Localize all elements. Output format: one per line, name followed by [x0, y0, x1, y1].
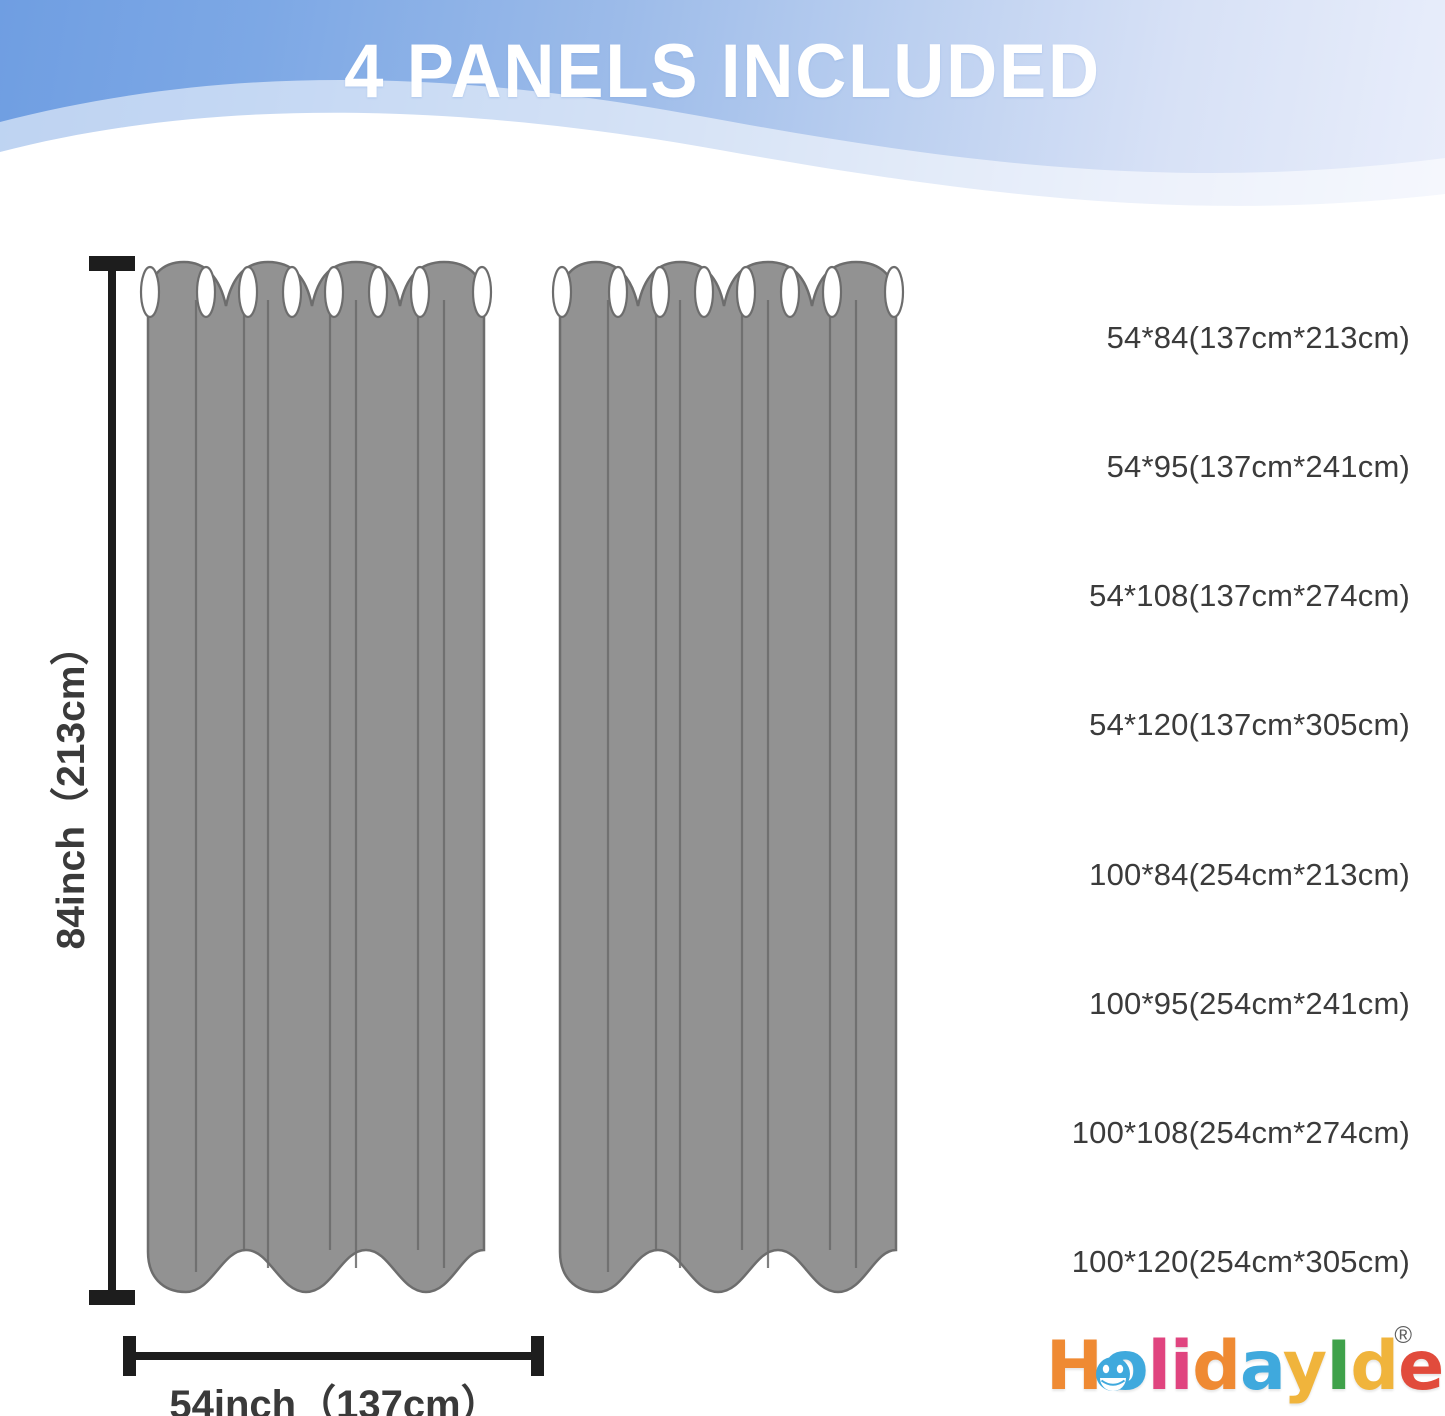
brand-logo-letter: e — [1397, 1326, 1445, 1408]
spacer — [960, 1013, 1410, 1115]
size-options-list: 54*84(137cm*213cm) 54*95(137cm*241cm) 54… — [960, 320, 1410, 1279]
spacer — [960, 605, 1410, 707]
spacer — [960, 884, 1410, 986]
size-option: 54*95(137cm*241cm) — [1106, 449, 1410, 484]
size-option: 54*120(137cm*305cm) — [1089, 707, 1410, 742]
size-option: 100*95(254cm*241cm) — [1089, 986, 1410, 1021]
width-dimension-line — [125, 1352, 542, 1360]
spacer — [960, 347, 1410, 449]
brand-logo-wordmark: HolidayIdeas — [1045, 1326, 1445, 1408]
size-option: 100*108(254cm*274cm) — [1071, 1115, 1410, 1150]
height-dimension-label: 84inch（213cm） — [50, 626, 93, 950]
size-option: 100*120(254cm*305cm) — [1071, 1244, 1410, 1279]
spacer — [960, 734, 1410, 857]
brand-logo-letter: I — [1325, 1326, 1353, 1408]
brand-logo-letter: d — [1349, 1326, 1401, 1408]
brand-logo-letter: H — [1045, 1326, 1105, 1408]
registered-trademark-symbol: ® — [1394, 1322, 1412, 1349]
width-dimension-cap-left — [123, 1336, 136, 1376]
height-dimension-cap-top — [89, 256, 135, 271]
size-option: 54*108(137cm*274cm) — [1089, 578, 1410, 613]
brand-logo-letter: i — [1168, 1326, 1194, 1408]
brand-logo-letter: a — [1442, 1326, 1445, 1408]
spacer — [960, 1142, 1410, 1244]
curtain-panel-left — [139, 260, 493, 1294]
header-wave-decoration — [0, 79, 1445, 222]
size-option: 54*84(137cm*213cm) — [1106, 320, 1410, 355]
header-banner: 4 PANELS INCLUDED — [0, 0, 1445, 222]
height-dimension-line — [108, 258, 116, 1304]
height-dimension-cap-bottom — [89, 1290, 135, 1305]
brand-logo: HolidayIdeas ® — [1045, 1322, 1445, 1408]
brand-logo-letter: d — [1191, 1326, 1243, 1408]
width-dimension-cap-right — [531, 1336, 544, 1376]
brand-logo-letter: l — [1146, 1326, 1172, 1408]
width-dimension-label: 54inch（137cm） — [169, 1383, 501, 1416]
size-option: 100*84(254cm*213cm) — [1089, 857, 1410, 892]
brand-logo-letter: y — [1281, 1326, 1328, 1408]
brand-logo-letter: o — [1100, 1326, 1150, 1408]
page-title: 4 PANELS INCLUDED — [344, 29, 1101, 114]
spacer — [960, 476, 1410, 578]
curtain-panel-right — [551, 260, 905, 1294]
brand-logo-letter: a — [1238, 1326, 1285, 1408]
